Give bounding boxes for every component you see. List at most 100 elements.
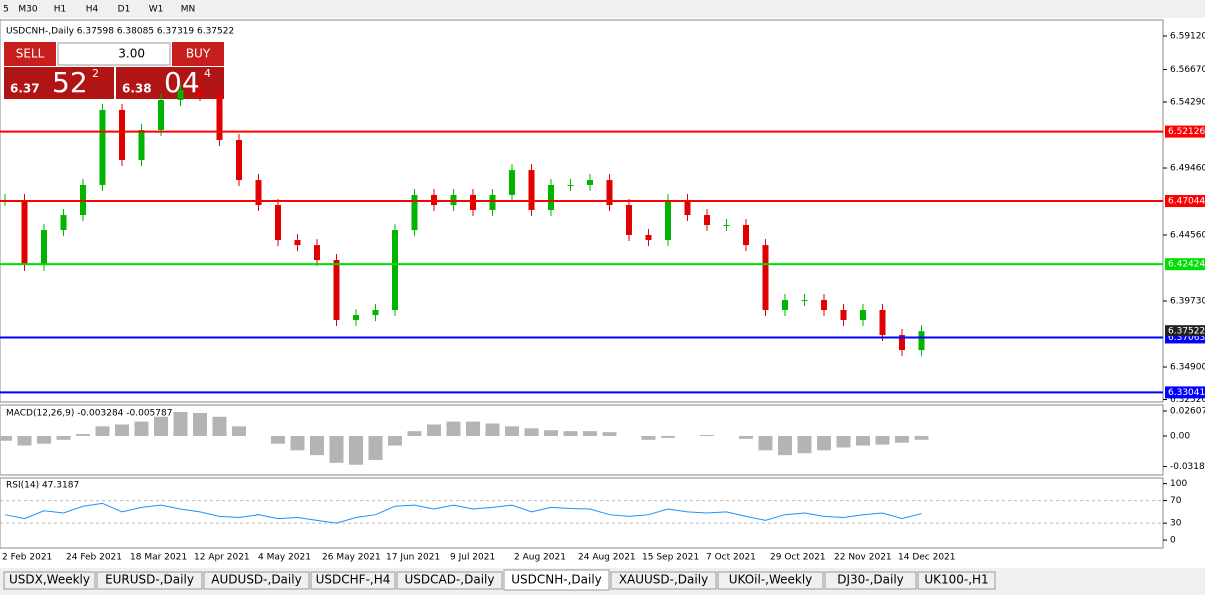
y-tick-label: 6.32520 bbox=[1170, 395, 1205, 405]
macd-bar bbox=[232, 426, 246, 436]
buy-label[interactable]: BUY bbox=[186, 47, 211, 61]
macd-bar bbox=[407, 431, 422, 436]
tab-label[interactable]: DJ30-,Daily bbox=[837, 573, 904, 587]
candle-body bbox=[743, 225, 749, 246]
candle-body bbox=[314, 245, 320, 260]
buy-button[interactable] bbox=[172, 42, 224, 66]
y-tick-label: 6.34900 bbox=[1170, 363, 1205, 373]
sell-button[interactable] bbox=[4, 42, 56, 66]
level-label-box bbox=[1165, 258, 1205, 271]
tab[interactable] bbox=[503, 569, 610, 591]
date-label: 24 Aug 2021 bbox=[578, 553, 636, 563]
timeframe-button[interactable]: MN bbox=[181, 5, 196, 15]
candle-body bbox=[665, 199, 671, 241]
y-tick-label: 6.59120 bbox=[1170, 31, 1205, 41]
candle-body bbox=[177, 89, 184, 100]
timeframe-button[interactable]: 5 bbox=[3, 5, 9, 15]
date-label: 29 Oct 2021 bbox=[770, 553, 826, 563]
candle-body bbox=[255, 180, 262, 206]
timeframe-button[interactable]: W1 bbox=[149, 5, 164, 15]
y-tick-label: 6.39730 bbox=[1170, 296, 1205, 306]
macd-bar bbox=[485, 423, 500, 436]
candle-body bbox=[372, 310, 379, 316]
sell-quote[interactable] bbox=[4, 67, 114, 99]
tab[interactable] bbox=[824, 571, 917, 590]
timeframe-button[interactable]: D1 bbox=[118, 5, 131, 15]
tab-label[interactable]: UKOil-,Weekly bbox=[729, 573, 813, 587]
tab[interactable] bbox=[717, 571, 824, 590]
candle-body bbox=[528, 170, 535, 210]
y-tick-label: 6.56670 bbox=[1170, 65, 1205, 75]
macd-bar bbox=[173, 412, 188, 436]
candle-body bbox=[119, 109, 125, 160]
timeframe-button[interactable]: H1 bbox=[54, 5, 67, 15]
tab-label[interactable]: UK100-,H1 bbox=[924, 573, 988, 587]
macd-bar bbox=[466, 421, 480, 436]
macd-bar bbox=[427, 424, 441, 436]
level-label: 6.47044 bbox=[1168, 197, 1205, 207]
tab-label[interactable]: AUDUSD-,Daily bbox=[211, 573, 301, 587]
buy-frac: 4 bbox=[204, 67, 211, 80]
tab-label[interactable]: USDX,Weekly bbox=[9, 573, 90, 587]
tab-label[interactable]: EURUSD-,Daily bbox=[105, 573, 194, 587]
candle-body bbox=[294, 240, 301, 246]
y-tick-label: 6.54290 bbox=[1170, 98, 1205, 108]
macd-bar bbox=[524, 428, 539, 436]
date-label: 4 May 2021 bbox=[258, 553, 311, 563]
macd-bar bbox=[895, 435, 909, 443]
tab-label[interactable]: USDCAD-,Daily bbox=[405, 573, 495, 587]
macd-bar bbox=[95, 426, 110, 436]
macd-bar bbox=[739, 435, 753, 439]
candle-body bbox=[645, 234, 652, 241]
candle-body bbox=[821, 300, 827, 311]
trade-panel: SELL BUY 3.00 6.37 52 2 6.38 04 4 bbox=[4, 42, 224, 99]
tab-label[interactable]: USDCNH-,Daily bbox=[511, 573, 602, 587]
tab[interactable] bbox=[203, 571, 310, 590]
macd-bar bbox=[817, 435, 831, 451]
macd-bar bbox=[563, 431, 578, 436]
toolbar bbox=[0, 0, 1205, 18]
macd-pane bbox=[0, 404, 1164, 476]
symbol-header: USDCNH-,Daily 6.37598 6.38085 6.37319 6.… bbox=[6, 27, 234, 37]
tab-label[interactable]: USDCHF-,H4 bbox=[316, 573, 391, 587]
tab[interactable] bbox=[917, 571, 996, 590]
tab[interactable] bbox=[610, 571, 717, 590]
macd-bar bbox=[310, 435, 324, 456]
lot-input[interactable] bbox=[57, 42, 171, 66]
macd-bar bbox=[914, 435, 929, 440]
candle-body bbox=[21, 199, 28, 266]
candle-body bbox=[333, 259, 340, 320]
tab[interactable] bbox=[96, 571, 203, 590]
date-label: 7 Oct 2021 bbox=[706, 553, 756, 563]
candle-body bbox=[197, 89, 203, 96]
candle-body bbox=[236, 139, 242, 181]
macd-bar bbox=[349, 435, 363, 465]
tab-label[interactable]: XAUUSD-,Daily bbox=[619, 573, 708, 587]
y-tick-label: 6.49460 bbox=[1170, 164, 1205, 174]
timeframe-button[interactable]: H4 bbox=[86, 5, 99, 15]
timeframe-button[interactable]: M30 bbox=[18, 5, 37, 15]
lot-value[interactable]: 3.00 bbox=[118, 47, 145, 61]
candle-body bbox=[704, 215, 710, 226]
candle-body bbox=[60, 215, 67, 231]
tab[interactable] bbox=[396, 571, 503, 590]
tab[interactable] bbox=[310, 571, 396, 590]
macd-label: MACD(12,26,9) -0.003284 -0.005787 bbox=[6, 409, 172, 419]
macd-bar bbox=[544, 430, 558, 436]
y-tick-label: 100 bbox=[1170, 479, 1187, 489]
tab[interactable] bbox=[3, 571, 96, 590]
candle-body bbox=[840, 310, 847, 320]
macd-bar bbox=[856, 435, 870, 446]
candle-body bbox=[41, 230, 47, 266]
buy-quote[interactable] bbox=[116, 67, 224, 99]
macd-bar bbox=[37, 435, 51, 444]
date-label: 2 Feb 2021 bbox=[2, 553, 52, 563]
macd-bar bbox=[329, 435, 344, 463]
level-label-box bbox=[1165, 195, 1205, 208]
sell-label[interactable]: SELL bbox=[16, 47, 45, 61]
candle-body bbox=[80, 184, 86, 216]
macd-bar bbox=[368, 435, 383, 460]
macd-bar bbox=[76, 434, 90, 436]
y-tick-label: 0 bbox=[1170, 536, 1176, 546]
candle-body bbox=[606, 180, 613, 206]
